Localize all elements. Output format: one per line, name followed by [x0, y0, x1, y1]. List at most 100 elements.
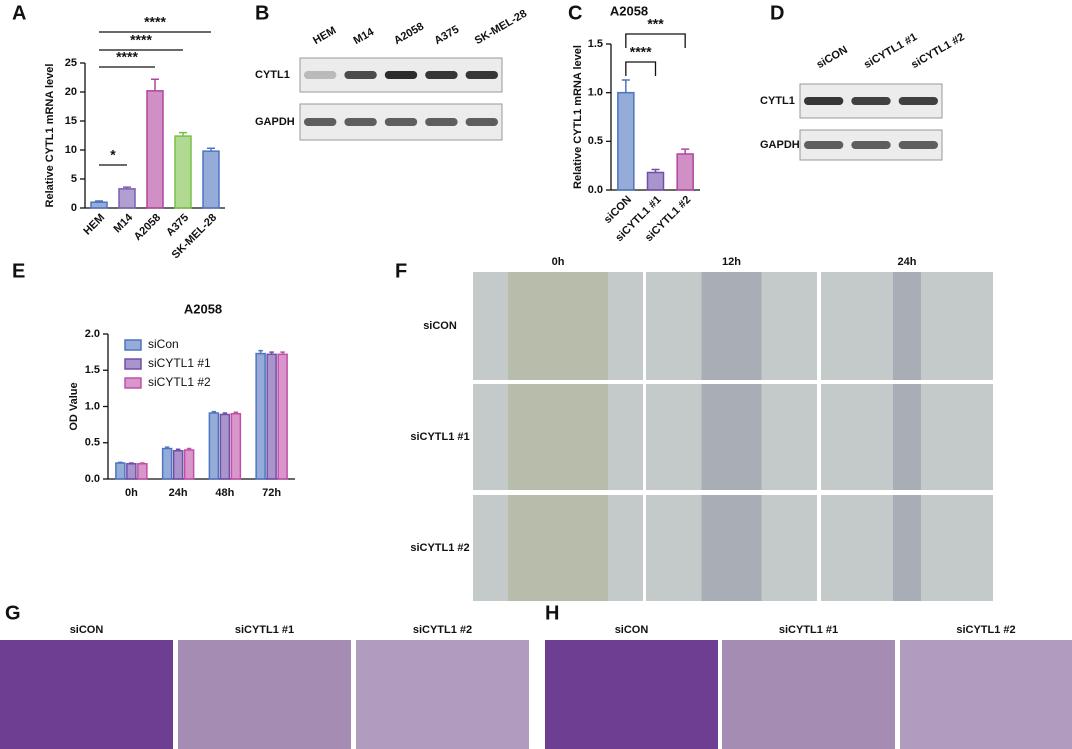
y-tick-label: 1.5	[85, 364, 100, 376]
row-label: siCYTL1 #2	[410, 542, 469, 554]
bar	[126, 463, 137, 480]
y-tick-label: 5	[71, 173, 77, 185]
wound-gap	[893, 272, 921, 380]
time-label: 0h	[552, 256, 565, 268]
error-bar	[140, 462, 145, 464]
image-label: siCYTL1 #2	[956, 624, 1015, 636]
legend-label: siCon	[148, 337, 179, 351]
wound-gap	[508, 384, 608, 490]
micrograph	[900, 640, 1072, 749]
lane-label: siCYTL1 #2	[909, 31, 966, 71]
error-bar	[269, 351, 274, 355]
significance-label: ***	[647, 16, 664, 32]
chart-title: A2058	[184, 301, 222, 316]
y-axis-label: Relative CYTL1 mRNA level	[44, 64, 56, 208]
x-tick-label: A2058	[132, 212, 163, 243]
blot-band	[804, 141, 844, 149]
bar	[115, 462, 126, 480]
time-label: 12h	[722, 256, 741, 268]
image-label: siCYTL1 #1	[235, 624, 294, 636]
x-tick-label: HEM	[81, 212, 107, 238]
y-tick-label: 2.0	[85, 328, 100, 340]
error-bar	[211, 410, 217, 414]
blot-band	[304, 71, 337, 79]
micrograph	[722, 640, 895, 749]
bar	[230, 413, 242, 480]
legend-swatch	[124, 377, 142, 389]
error-bar	[129, 462, 134, 464]
micrograph	[545, 640, 718, 749]
error-bar	[233, 411, 239, 414]
legend-swatch	[124, 339, 142, 351]
y-axis-label: Relative CYTL1 mRNA level	[572, 45, 584, 189]
blot-band	[384, 118, 418, 126]
wound-gap	[893, 384, 921, 490]
y-tick-label: 25	[65, 57, 77, 69]
y-tick-label: 0	[71, 202, 77, 214]
bar	[137, 463, 148, 480]
error-bar	[95, 200, 103, 203]
blot-band	[851, 97, 891, 105]
wound-gap	[701, 272, 762, 380]
error-bar	[651, 168, 660, 173]
significance-bracket	[625, 33, 686, 48]
micrograph	[0, 640, 173, 749]
bar	[255, 352, 266, 480]
blot-row-label: CYTL1	[255, 69, 290, 81]
error-bar	[222, 412, 228, 415]
y-tick-label: 10	[65, 144, 77, 156]
bar	[172, 449, 184, 480]
panel-label: A	[12, 2, 26, 24]
panel-label: B	[255, 2, 269, 24]
time-label: 24h	[898, 256, 917, 268]
blot-band	[304, 118, 337, 126]
error-bar	[164, 446, 170, 449]
y-tick-label: 0.0	[588, 184, 603, 196]
error-bar	[280, 351, 285, 355]
blot-row-label: CYTL1	[760, 95, 795, 107]
panel-label: C	[568, 2, 582, 24]
bar	[183, 449, 195, 480]
legend-label: siCYTL1 #1	[148, 356, 211, 370]
x-tick-label: 24h	[169, 487, 188, 499]
y-tick-label: 1.5	[588, 38, 603, 50]
bar	[266, 353, 277, 480]
bar	[208, 412, 220, 480]
error-bar	[175, 448, 181, 451]
blot-band	[384, 71, 418, 79]
row-label: siCON	[423, 320, 457, 332]
y-tick-label: 0.5	[588, 135, 603, 147]
y-tick-label: 0.0	[85, 473, 100, 485]
lane-label: siCON	[815, 44, 850, 71]
lane-label: HEM	[311, 24, 338, 47]
bar	[118, 188, 136, 209]
panel-label: H	[545, 602, 559, 624]
blot-band	[425, 118, 458, 126]
lane-label: SK-MEL-28	[473, 8, 529, 47]
y-axis-label: OD Value	[68, 382, 80, 430]
blot-band	[344, 71, 377, 79]
significance-label: ****	[630, 44, 652, 60]
image-label: siCON	[70, 624, 104, 636]
blot-row-label: GAPDH	[760, 139, 800, 151]
error-bar	[681, 148, 690, 154]
bar	[174, 135, 192, 209]
micrograph	[356, 640, 529, 749]
bar	[219, 413, 231, 480]
wound-gap	[701, 384, 762, 490]
significance-label: *	[110, 147, 116, 163]
bar	[676, 153, 694, 191]
bar	[202, 150, 220, 209]
bar	[146, 90, 164, 209]
significance-label: ****	[116, 49, 138, 65]
x-tick-label: 0h	[125, 487, 138, 499]
error-bar	[118, 461, 123, 464]
error-bar	[151, 78, 159, 91]
bar	[646, 171, 665, 191]
error-bar	[258, 349, 263, 354]
error-bar	[207, 147, 215, 152]
y-tick-label: 20	[65, 86, 77, 98]
significance-label: ****	[130, 32, 152, 48]
image-label: siCYTL1 #2	[413, 624, 472, 636]
x-tick-label: 48h	[215, 487, 234, 499]
